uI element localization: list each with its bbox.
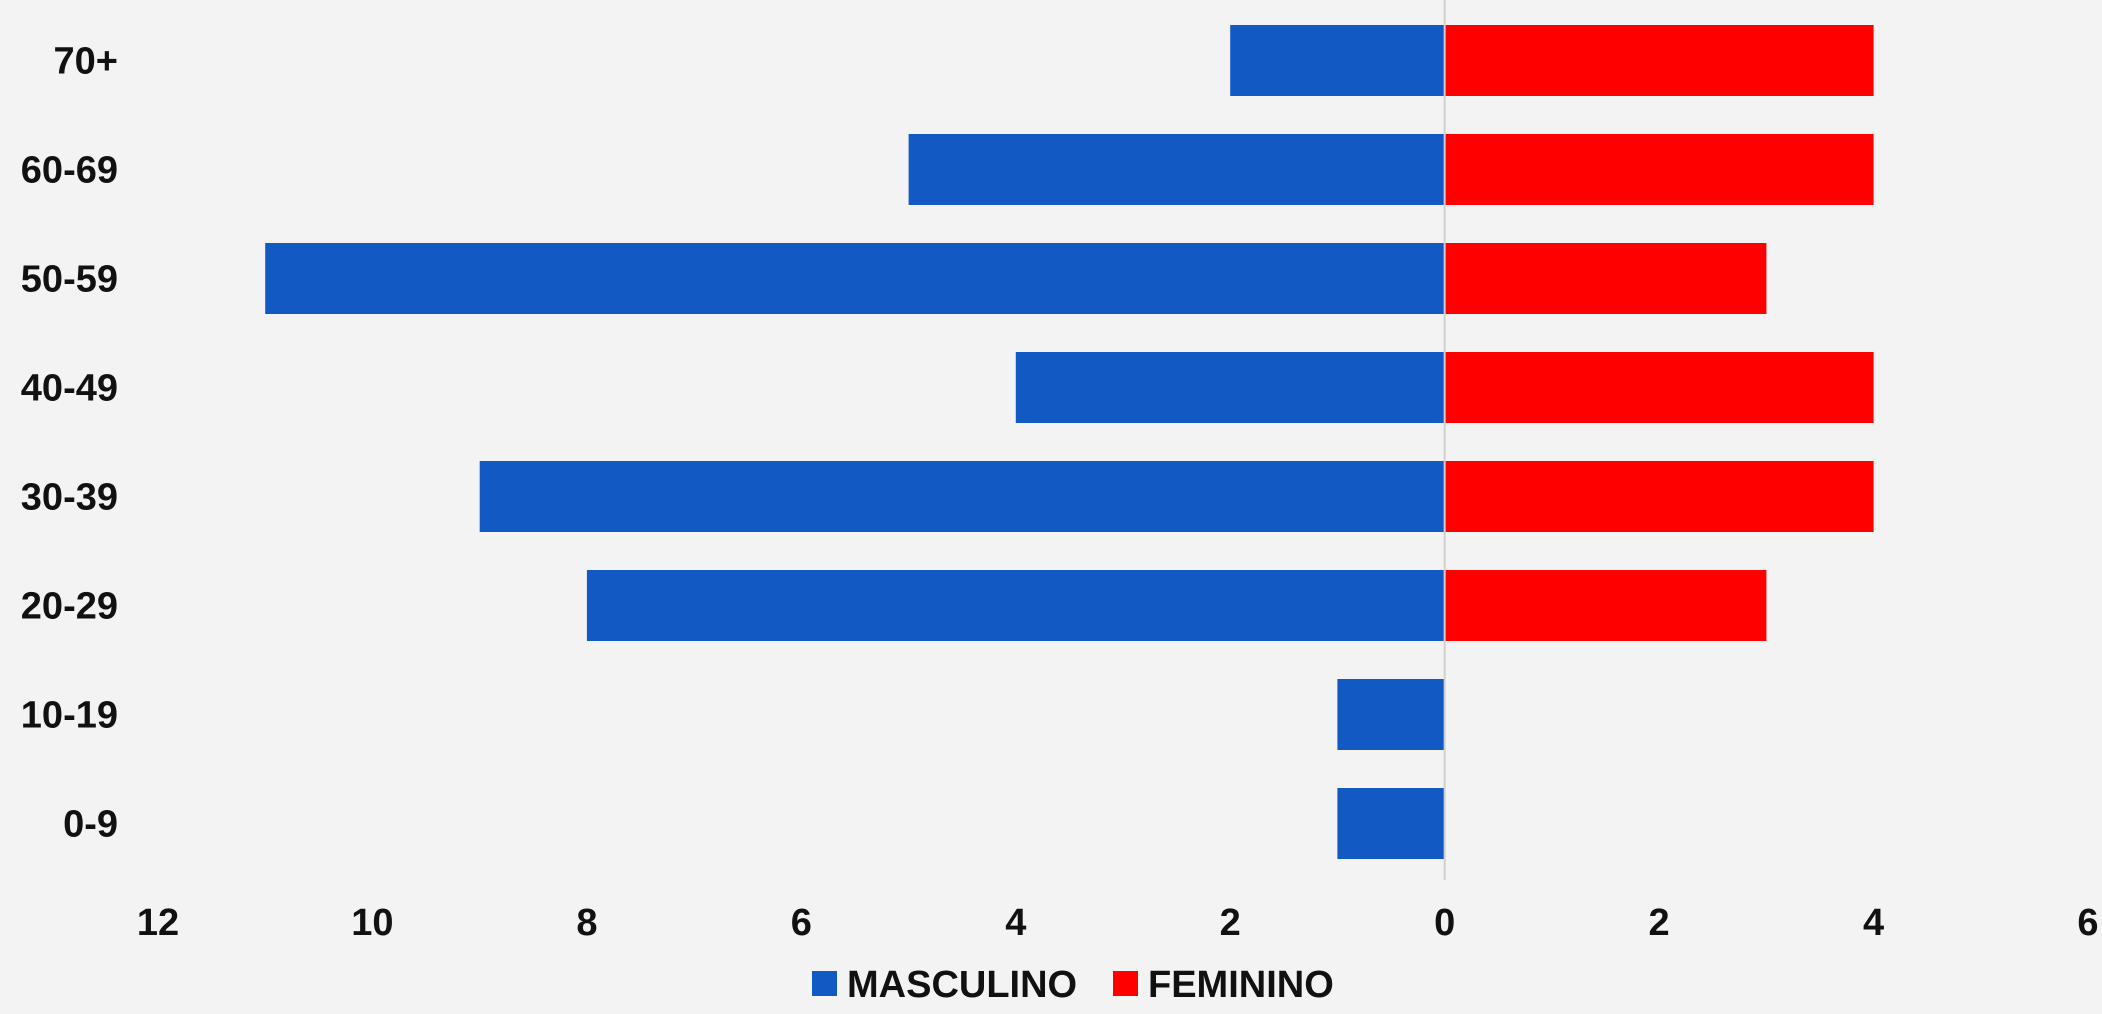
category-label: 30-39 [21, 477, 118, 519]
legend-item-masculino: MASCULINO [812, 964, 1077, 1006]
bar-masculino-70+ [1230, 25, 1444, 96]
bar-feminino-60-69 [1445, 134, 1874, 205]
legend: MASCULINO FEMININO [812, 964, 1334, 1006]
bar-feminino-40-49 [1445, 352, 1874, 423]
bar-feminino-30-39 [1445, 461, 1874, 532]
category-label: 20-29 [21, 586, 118, 628]
legend-swatch [812, 971, 837, 996]
x-tick-label: 6 [2077, 902, 2098, 944]
legend-label: MASCULINO [847, 964, 1077, 1006]
category-label: 50-59 [21, 259, 118, 301]
x-tick-labels: 12 10 8 6 4 2 0 2 4 6 [137, 902, 2099, 944]
legend-label: FEMININO [1148, 964, 1334, 1006]
x-tick-label: 10 [351, 902, 393, 944]
x-tick-label: 2 [1649, 902, 1670, 944]
bar-masculino-50-59 [265, 243, 1444, 314]
x-tick-label: 4 [1005, 902, 1026, 944]
legend-swatch [1113, 971, 1138, 996]
bar-masculino-10-19 [1337, 679, 1444, 750]
bar-masculino-40-49 [1016, 352, 1445, 423]
bar-masculino-30-39 [480, 461, 1445, 532]
bar-masculino-0-9 [1337, 788, 1444, 859]
bar-feminino-50-59 [1445, 243, 1767, 314]
category-label: 0-9 [63, 804, 118, 846]
x-tick-label: 6 [791, 902, 812, 944]
bar-masculino-60-69 [909, 134, 1445, 205]
category-label: 40-49 [21, 368, 118, 410]
bars-layer [265, 25, 1873, 859]
x-tick-label: 0 [1434, 902, 1455, 944]
x-tick-label: 2 [1220, 902, 1241, 944]
bar-masculino-20-29 [587, 570, 1445, 641]
x-tick-label: 8 [576, 902, 597, 944]
category-labels: 0-9 10-19 20-29 30-39 40-49 50-59 60-69 70+ [21, 41, 118, 846]
category-label: 70+ [54, 41, 118, 83]
bar-feminino-70+ [1445, 25, 1874, 96]
x-tick-label: 12 [137, 902, 179, 944]
legend-item-feminino: FEMININO [1113, 964, 1334, 1006]
category-label: 60-69 [21, 150, 118, 192]
category-label: 10-19 [21, 695, 118, 737]
bar-feminino-20-29 [1445, 570, 1767, 641]
x-tick-label: 4 [1863, 902, 1884, 944]
